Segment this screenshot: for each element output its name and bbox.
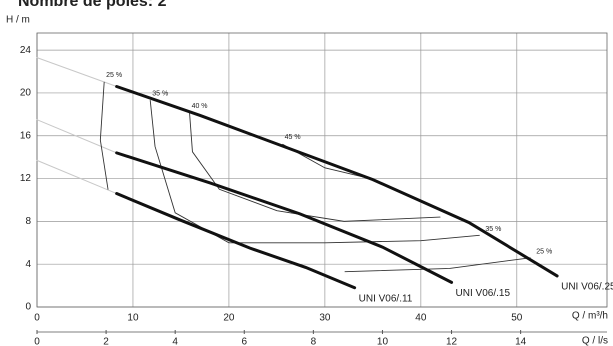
x2-axis-label: Q / l/s xyxy=(582,336,608,346)
efficiency-label: 45 % xyxy=(285,134,301,141)
y-tick-label: 0 xyxy=(25,302,31,313)
efficiency-label: 40 % xyxy=(192,103,208,110)
curve-extension xyxy=(36,119,118,154)
plot-frame xyxy=(36,32,608,308)
x2-tick-label: 10 xyxy=(377,337,389,346)
y-tick-label: 4 xyxy=(25,259,31,270)
pump-curve xyxy=(115,85,559,278)
y-tick-label: 20 xyxy=(20,88,32,99)
series-label: UNI V06/.11 xyxy=(359,293,413,304)
efficiency-label: 35 % xyxy=(152,90,168,97)
efficiency-label: 35 % xyxy=(485,226,501,233)
efficiency-label: 25 % xyxy=(106,72,122,79)
x-tick-label: 40 xyxy=(415,313,427,324)
x2-tick-label: 6 xyxy=(241,337,247,346)
efficiency-label: 25 % xyxy=(536,249,552,256)
x-tick-label: 10 xyxy=(127,313,139,324)
y-tick-label: 8 xyxy=(25,216,31,227)
y-tick-label: 16 xyxy=(20,130,32,141)
x2-tick-label: 14 xyxy=(515,337,527,346)
y-tick-label: 24 xyxy=(20,45,32,56)
efficiency-curve xyxy=(99,81,531,273)
y-axis-label: H / m xyxy=(6,15,30,26)
x2-tick-label: 0 xyxy=(34,337,40,346)
x2-tick-label: 4 xyxy=(172,337,178,346)
x2-tick-label: 8 xyxy=(311,337,317,346)
x-tick-label: 30 xyxy=(319,313,331,324)
series-label: UNI V06/.15 xyxy=(456,288,511,299)
x-tick-label: 0 xyxy=(34,313,40,324)
curve-extension xyxy=(36,57,118,88)
curve-extension xyxy=(36,159,118,195)
x2-tick-label: 12 xyxy=(446,337,458,346)
x-tick-label: 20 xyxy=(223,313,235,324)
x-axis-label: Q / m³/h xyxy=(572,311,608,322)
pump-curve xyxy=(115,192,357,290)
x-tick-label: 50 xyxy=(511,313,523,324)
pump-curve xyxy=(115,151,454,284)
chart-title: Nombre de pôles: 2 xyxy=(18,0,167,10)
series-label: UNI V06/.25 xyxy=(561,282,613,293)
x2-tick-label: 2 xyxy=(103,337,109,346)
efficiency-curve xyxy=(189,112,441,222)
efficiency-curve xyxy=(149,99,480,244)
y-tick-label: 12 xyxy=(20,173,32,184)
